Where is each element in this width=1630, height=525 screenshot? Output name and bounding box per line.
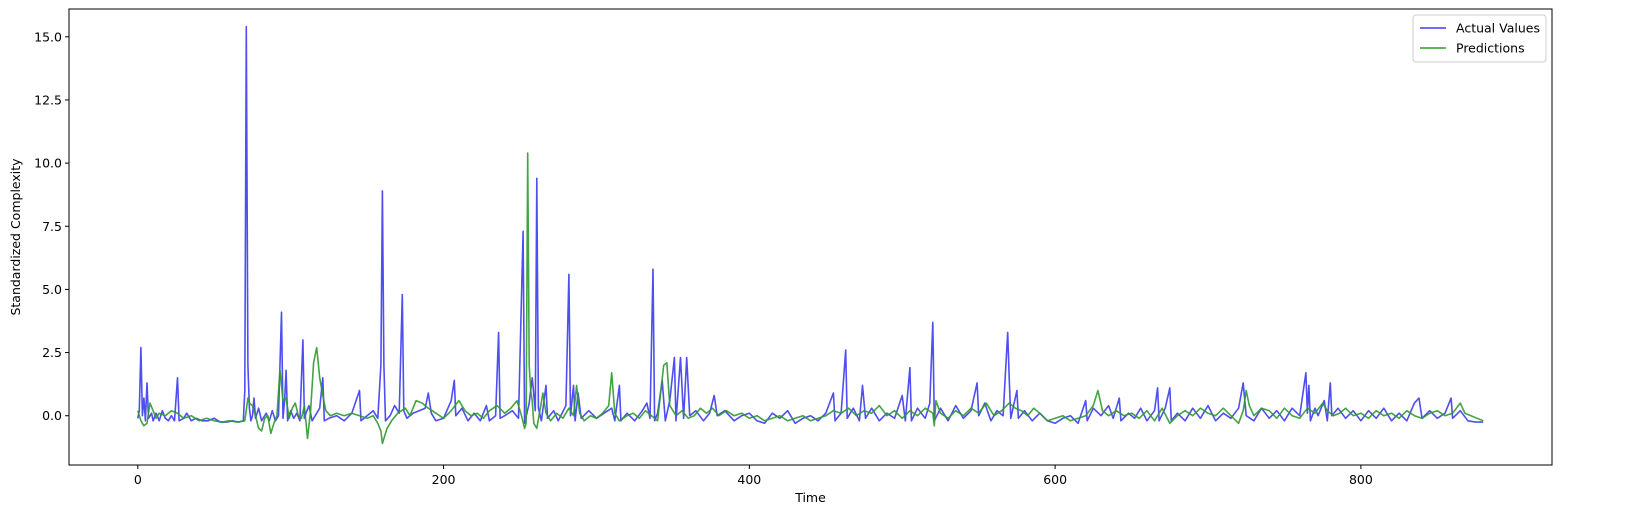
plot-area [137, 25, 1484, 445]
x-axis: 0 200 400 600 800 [134, 465, 1373, 487]
y-tick-label: 0.0 [42, 408, 62, 423]
y-tick-label: 5.0 [42, 282, 62, 297]
series-line-predictions [137, 152, 1484, 445]
legend-box [1412, 14, 1547, 63]
y-tick-label: 7.5 [42, 219, 62, 234]
legend-label-predictions: Predictions [1456, 41, 1525, 56]
x-tick-label: 800 [1349, 472, 1373, 487]
y-tick-label: 2.5 [42, 345, 62, 360]
series-line-actual-values [137, 25, 1484, 425]
y-tick-label: 10.0 [34, 156, 62, 171]
x-tick-label: 400 [737, 472, 761, 487]
legend-label-actual-values: Actual Values [1456, 21, 1540, 36]
y-axis: 0.0 2.5 5.0 7.5 10.0 12.5 15.0 [34, 29, 69, 423]
y-tick-label: 15.0 [34, 29, 62, 44]
x-tick-label: 0 [134, 472, 142, 487]
y-axis-label: Standardized Complexity [8, 158, 23, 316]
x-tick-label: 600 [1043, 472, 1067, 487]
legend: Actual Values Predictions [1412, 14, 1547, 63]
x-tick-label: 200 [432, 472, 456, 487]
x-axis-label: Time [794, 490, 826, 505]
axes-frame [68, 8, 1553, 466]
y-tick-label: 12.5 [34, 92, 62, 107]
